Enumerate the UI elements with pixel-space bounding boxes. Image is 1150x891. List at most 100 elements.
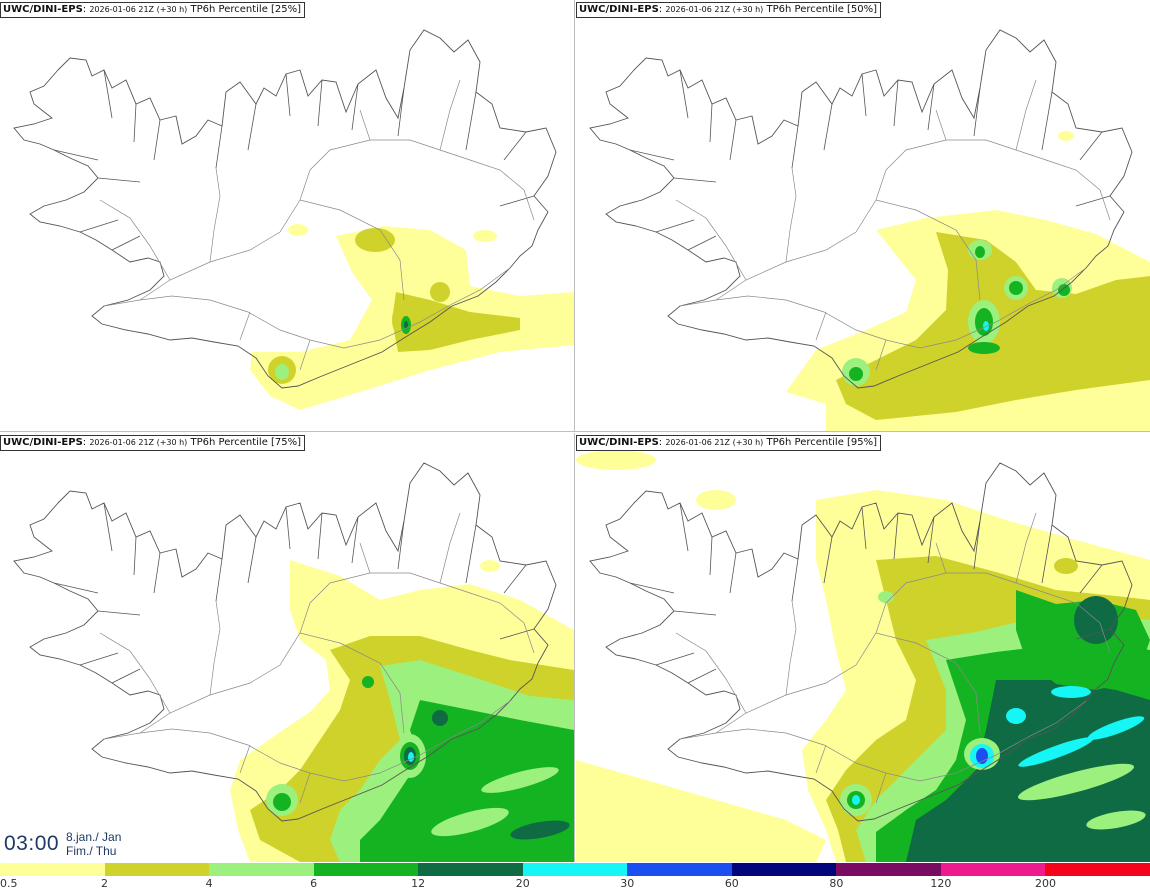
colorbar-segment	[313, 863, 419, 876]
road-line	[359, 542, 371, 574]
colorbar-segment	[0, 863, 106, 876]
precip-map-p95	[576, 450, 1150, 862]
fjord-line	[679, 69, 689, 119]
model-name: UWC/DINI-EPS	[579, 4, 659, 15]
colorbar-segment	[731, 863, 837, 876]
precip-contour	[392, 292, 520, 352]
fjord-line	[655, 219, 695, 233]
colorbar-segment	[104, 863, 210, 876]
fjord-line	[97, 610, 141, 616]
fjord-line	[673, 177, 717, 183]
road-line	[875, 199, 981, 301]
colorbar-segment	[522, 863, 628, 876]
road-line	[209, 600, 221, 696]
fjord-line	[927, 83, 935, 131]
precip-contour	[878, 591, 894, 603]
precip-contour	[1018, 737, 1094, 767]
fjord-line	[503, 564, 527, 594]
colorbar-label: 12	[411, 877, 426, 890]
fjord-line	[499, 195, 535, 207]
precip-contour	[1058, 131, 1074, 141]
fjord-line	[247, 536, 257, 584]
colorbar-label: 0.5	[0, 877, 18, 890]
colorbar-label: 6	[310, 877, 318, 890]
road-line	[239, 744, 251, 774]
valid-date: 8.jan./ Jan	[66, 830, 122, 844]
road-line	[785, 167, 797, 263]
fjord-line	[79, 652, 119, 666]
fjord-line	[791, 125, 799, 169]
run-time: 2026-01-06 21Z (+30 h)	[665, 5, 764, 14]
fjord-line	[103, 502, 113, 552]
precip-contour	[849, 367, 863, 381]
fjord-line	[465, 91, 477, 151]
fjord-line	[673, 610, 717, 616]
fjord-line	[823, 103, 833, 151]
road-line	[935, 542, 947, 574]
precip-contour	[1017, 763, 1135, 801]
precip-contour	[1051, 686, 1091, 698]
fjord-line	[103, 69, 113, 119]
precip-contour	[430, 282, 450, 302]
fjord-line	[397, 520, 405, 570]
precip-map-p50	[589, 29, 1150, 431]
road-line	[875, 632, 981, 734]
fjord-line	[729, 552, 737, 594]
fjord-line	[111, 235, 141, 251]
product-name: TP6h Percentile [25%]	[190, 4, 302, 15]
precip-contour	[906, 680, 1150, 862]
precip-contour	[983, 321, 989, 331]
precip-contour	[852, 795, 860, 805]
basemap-lines	[13, 29, 557, 389]
precip-contour	[1054, 558, 1078, 574]
fjord-line	[861, 506, 867, 550]
fjord-line	[973, 87, 981, 137]
precip-contour	[1006, 708, 1026, 724]
road-line	[99, 199, 171, 281]
map-panel-p75: UWC/DINI-EPS: 2026-01-06 21Z (+30 h) TP6…	[0, 433, 574, 864]
precip-contour	[1086, 810, 1146, 830]
road-line	[675, 199, 747, 281]
fjord-line	[215, 558, 223, 602]
fjord-line	[1079, 131, 1103, 161]
road-line	[785, 600, 797, 696]
fjord-line	[111, 668, 141, 684]
fjord-line	[927, 516, 935, 564]
product-name: TP6h Percentile [50%]	[766, 4, 878, 15]
precip-contour	[975, 308, 993, 336]
run-time: 2026-01-06 21Z (+30 h)	[665, 438, 764, 447]
basemap-lines	[589, 462, 1133, 822]
precip-contour	[355, 228, 395, 252]
road-line	[299, 339, 311, 371]
colorbar-label: 200	[1034, 877, 1056, 890]
precip-contour	[408, 752, 414, 762]
fjord-line	[861, 73, 867, 117]
colorbar-label: 120	[930, 877, 952, 890]
fjord-line	[397, 87, 405, 137]
fjord-line	[823, 536, 833, 584]
run-time: 2026-01-06 21Z (+30 h)	[89, 5, 188, 14]
fjord-line	[97, 177, 141, 183]
fjord-line	[215, 125, 223, 169]
fjord-line	[1041, 91, 1053, 151]
fjord-line	[317, 79, 323, 127]
run-time: 2026-01-06 21Z (+30 h)	[89, 438, 188, 447]
precip-field	[786, 131, 1150, 431]
colorbar-segment	[418, 863, 524, 876]
road-line	[1015, 512, 1037, 584]
fjord-line	[499, 628, 535, 640]
fjord-line	[973, 520, 981, 570]
product-name: TP6h Percentile [75%]	[190, 437, 302, 448]
fjord-line	[687, 235, 717, 251]
fjord-line	[247, 103, 257, 151]
fjord-line	[893, 512, 899, 560]
colorbar-segment	[836, 863, 942, 876]
valid-time-box: 03:00 8.jan./ Jan Fim./ Thu	[0, 826, 128, 862]
precip-contour	[275, 364, 289, 380]
colorbar-label: 4	[205, 877, 213, 890]
precip-contour	[432, 710, 448, 726]
precip-contour	[404, 321, 408, 329]
fjord-line	[503, 131, 527, 161]
fjord-line	[53, 582, 99, 594]
precip-contour	[696, 490, 736, 510]
